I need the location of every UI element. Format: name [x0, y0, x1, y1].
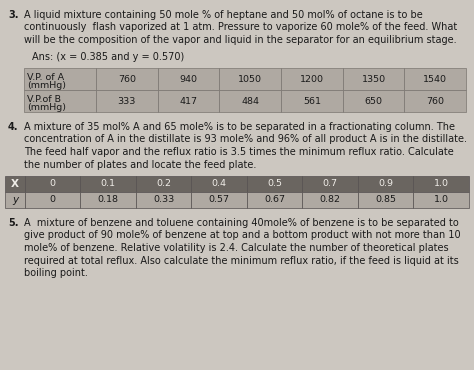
Text: the number of plates and locate the feed plate.: the number of plates and locate the feed… [24, 159, 256, 169]
FancyBboxPatch shape [136, 192, 191, 208]
Text: 0.18: 0.18 [98, 195, 119, 205]
Text: 417: 417 [180, 97, 198, 105]
Text: 0: 0 [50, 179, 56, 188]
Text: 0.7: 0.7 [323, 179, 338, 188]
FancyBboxPatch shape [219, 90, 281, 112]
Text: 4.: 4. [8, 122, 18, 132]
Text: 0.33: 0.33 [153, 195, 174, 205]
FancyBboxPatch shape [96, 90, 158, 112]
Text: Ans: (x = 0.385 and y = 0.570): Ans: (x = 0.385 and y = 0.570) [32, 51, 184, 61]
FancyBboxPatch shape [136, 176, 191, 192]
Text: 0.67: 0.67 [264, 195, 285, 205]
Text: 0.9: 0.9 [378, 179, 393, 188]
Text: The feed half vapor and the reflux ratio is 3.5 times the minimum reflux ratio. : The feed half vapor and the reflux ratio… [24, 147, 454, 157]
Text: 1200: 1200 [300, 74, 324, 84]
Text: 1.0: 1.0 [434, 195, 449, 205]
Text: continuously  flash vaporized at 1 atm. Pressure to vaporize 60 mole% of the fee: continuously flash vaporized at 1 atm. P… [24, 23, 457, 33]
Text: 650: 650 [365, 97, 383, 105]
Text: required at total reflux. Also calculate the minimum reflux ratio, if the feed i: required at total reflux. Also calculate… [24, 256, 459, 266]
FancyBboxPatch shape [302, 176, 358, 192]
FancyBboxPatch shape [158, 90, 219, 112]
Text: V.P. of A: V.P. of A [27, 73, 64, 82]
FancyBboxPatch shape [343, 68, 404, 90]
FancyBboxPatch shape [358, 176, 413, 192]
FancyBboxPatch shape [5, 176, 25, 192]
Text: y: y [12, 195, 18, 205]
FancyBboxPatch shape [25, 192, 81, 208]
Text: (mmHg): (mmHg) [27, 103, 66, 112]
Text: 561: 561 [303, 97, 321, 105]
FancyBboxPatch shape [81, 176, 136, 192]
Text: V.P.of B: V.P.of B [27, 95, 61, 104]
FancyBboxPatch shape [247, 176, 302, 192]
Text: 940: 940 [180, 74, 198, 84]
Text: X: X [11, 179, 19, 189]
FancyBboxPatch shape [413, 192, 469, 208]
Text: 484: 484 [241, 97, 259, 105]
Text: 0.1: 0.1 [101, 179, 116, 188]
FancyBboxPatch shape [404, 90, 466, 112]
FancyBboxPatch shape [281, 68, 343, 90]
Text: 0: 0 [50, 195, 56, 205]
Text: 0.2: 0.2 [156, 179, 171, 188]
FancyBboxPatch shape [158, 68, 219, 90]
FancyBboxPatch shape [343, 90, 404, 112]
Text: give product of 90 mole% of benzene at top and a bottom product with not more th: give product of 90 mole% of benzene at t… [24, 231, 461, 240]
FancyBboxPatch shape [24, 90, 96, 112]
Text: 333: 333 [118, 97, 136, 105]
FancyBboxPatch shape [5, 192, 25, 208]
Text: will be the composition of the vapor and liquid in the separator for an equilibr: will be the composition of the vapor and… [24, 35, 456, 45]
FancyBboxPatch shape [413, 176, 469, 192]
Text: 0.82: 0.82 [320, 195, 341, 205]
Text: 0.4: 0.4 [212, 179, 227, 188]
FancyBboxPatch shape [219, 68, 281, 90]
Text: 0.57: 0.57 [209, 195, 230, 205]
Text: 5.: 5. [8, 218, 18, 228]
FancyBboxPatch shape [81, 192, 136, 208]
FancyBboxPatch shape [24, 68, 96, 90]
FancyBboxPatch shape [247, 192, 302, 208]
Text: A liquid mixture containing 50 mole % of heptane and 50 mol% of octane is to be: A liquid mixture containing 50 mole % of… [24, 10, 423, 20]
Text: 1.0: 1.0 [434, 179, 449, 188]
FancyBboxPatch shape [25, 176, 81, 192]
Text: A mixture of 35 mol% A and 65 mole% is to be separated in a fractionating column: A mixture of 35 mol% A and 65 mole% is t… [24, 122, 455, 132]
FancyBboxPatch shape [191, 176, 247, 192]
Text: 1050: 1050 [238, 74, 262, 84]
Text: 1540: 1540 [423, 74, 447, 84]
FancyBboxPatch shape [96, 68, 158, 90]
FancyBboxPatch shape [302, 192, 358, 208]
Text: mole% of benzene. Relative volatility is 2.4. Calculate the number of theoretica: mole% of benzene. Relative volatility is… [24, 243, 448, 253]
Text: concentration of A in the distillate is 93 mole% and 96% of all product A is in : concentration of A in the distillate is … [24, 135, 467, 145]
FancyBboxPatch shape [281, 90, 343, 112]
FancyBboxPatch shape [191, 192, 247, 208]
FancyBboxPatch shape [404, 68, 466, 90]
FancyBboxPatch shape [358, 192, 413, 208]
Text: 760: 760 [118, 74, 136, 84]
Text: 1350: 1350 [362, 74, 385, 84]
Text: 0.85: 0.85 [375, 195, 396, 205]
Text: A  mixture of benzene and toluene containing 40mole% of benzene is to be separat: A mixture of benzene and toluene contain… [24, 218, 459, 228]
Text: 3.: 3. [8, 10, 18, 20]
Text: boiling point.: boiling point. [24, 268, 88, 278]
Text: 0.5: 0.5 [267, 179, 282, 188]
Text: 760: 760 [426, 97, 444, 105]
Text: (mmHg): (mmHg) [27, 81, 66, 90]
